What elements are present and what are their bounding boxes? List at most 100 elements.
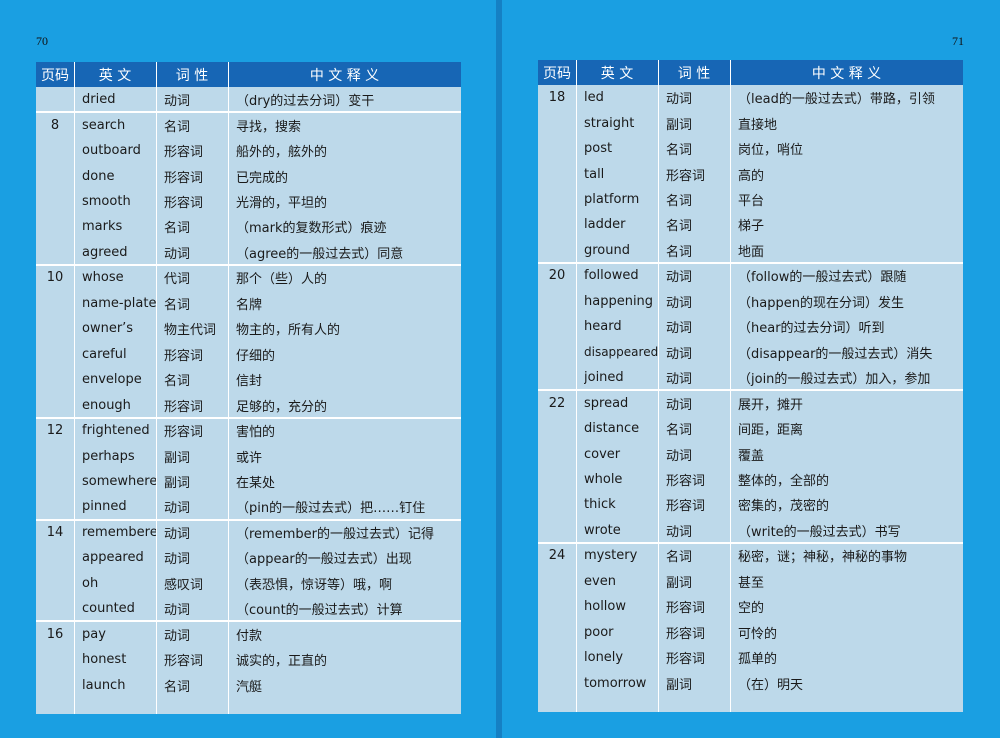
header-cell: 中 文 释 义 (730, 60, 963, 85)
chinese-meaning: 船外的，舷外的 (236, 145, 328, 161)
chinese-meaning: 平台 (738, 194, 765, 210)
chinese-meaning: 展开，摊开 (738, 397, 804, 413)
english-word: tall (584, 166, 605, 182)
part-of-speech: 动词 (666, 524, 693, 540)
part-of-speech: 副词 (666, 677, 693, 693)
part-of-speech: 动词 (164, 246, 191, 262)
column-line (74, 62, 75, 714)
english-word: careful (82, 346, 127, 362)
group-separator (538, 389, 963, 392)
chinese-meaning: 光滑的，平坦的 (236, 196, 328, 212)
header-cell: 英 文 (576, 60, 658, 85)
chinese-meaning: 付款 (236, 628, 263, 644)
part-of-speech: 形容词 (164, 196, 204, 212)
chinese-meaning: （pin的一般过去式）把……钉住 (236, 501, 426, 517)
chinese-meaning: （dry的过去分词）变干 (236, 94, 375, 110)
english-word: lonely (584, 650, 624, 666)
part-of-speech: 名词 (666, 194, 693, 210)
english-word: owner’s (82, 321, 134, 337)
english-word: post (584, 141, 613, 157)
part-of-speech: 动词 (666, 270, 693, 286)
part-of-speech: 感叹词 (164, 577, 204, 593)
chinese-meaning: 足够的，充分的 (236, 399, 328, 415)
group-separator (36, 264, 461, 267)
english-word: mystery (584, 548, 638, 564)
chinese-meaning: 整体的，全部的 (738, 473, 830, 489)
chinese-meaning: 孤单的 (738, 652, 778, 668)
english-word: outboard (82, 143, 141, 159)
page-ref: 20 (548, 268, 566, 284)
group-separator (36, 111, 461, 114)
part-of-speech: 形容词 (666, 601, 706, 617)
english-word: oh (82, 575, 99, 591)
english-word: disappeared (584, 345, 658, 360)
chinese-meaning: （happen的现在分词）发生 (738, 295, 904, 311)
part-of-speech: 动词 (666, 372, 693, 388)
page-number: 71 (952, 34, 964, 48)
english-word: spread (584, 395, 629, 411)
part-of-speech: 名词 (164, 221, 191, 237)
english-word: hollow (584, 599, 627, 615)
group-separator (538, 262, 963, 265)
english-word: launch (82, 677, 126, 693)
part-of-speech: 形容词 (164, 654, 204, 670)
part-of-speech: 物主代词 (164, 323, 217, 339)
chinese-meaning: 信封 (236, 374, 263, 390)
chinese-meaning: （mark的复数形式）痕迹 (236, 221, 387, 237)
english-word: happening (584, 293, 654, 309)
part-of-speech: 动词 (666, 321, 693, 337)
chinese-meaning: 地面 (738, 244, 765, 260)
english-word: dried (82, 92, 116, 108)
english-word: agreed (82, 244, 128, 260)
english-word: thick (584, 497, 616, 513)
part-of-speech: 副词 (666, 575, 693, 591)
english-word: even (584, 573, 616, 589)
part-of-speech: 名词 (666, 550, 693, 566)
part-of-speech: 形容词 (164, 425, 204, 441)
header-cell: 页码 (36, 62, 74, 87)
part-of-speech: 动词 (164, 94, 191, 110)
part-of-speech: 动词 (666, 346, 693, 362)
chinese-meaning: 梯子 (738, 219, 765, 235)
column-line (228, 62, 229, 714)
english-word: counted (82, 601, 135, 617)
english-word: whose (82, 270, 124, 286)
part-of-speech: 名词 (666, 219, 693, 235)
part-of-speech: 形容词 (666, 626, 706, 642)
english-word: pinned (82, 499, 127, 515)
part-of-speech: 名词 (164, 297, 191, 313)
english-word: straight (584, 115, 635, 131)
chinese-meaning: （join的一般过去式）加入，参加 (738, 372, 931, 388)
chinese-meaning: （follow的一般过去式）跟随 (738, 270, 907, 286)
part-of-speech: 形容词 (164, 145, 204, 161)
chinese-meaning: （lead的一般过去式）带路，引领 (738, 92, 935, 108)
chinese-meaning: （write的一般过去式）书写 (738, 524, 901, 540)
header-cell: 页码 (538, 60, 576, 85)
part-of-speech: 形容词 (666, 652, 706, 668)
part-of-speech: 动词 (164, 526, 191, 542)
chinese-meaning: 可怜的 (738, 626, 778, 642)
english-word: followed (584, 268, 639, 284)
chinese-meaning: 寻找，搜索 (236, 119, 302, 135)
english-word: perhaps (82, 448, 135, 464)
part-of-speech: 名词 (164, 679, 191, 695)
table-body (538, 60, 963, 712)
chinese-meaning: 密集的，茂密的 (738, 499, 830, 515)
chinese-meaning: 名牌 (236, 297, 263, 313)
english-word: wrote (584, 522, 621, 538)
column-line (156, 62, 157, 714)
part-of-speech: 形容词 (666, 168, 706, 184)
english-word: poor (584, 624, 614, 640)
chinese-meaning: 空的 (738, 601, 765, 617)
table-body (36, 62, 461, 714)
part-of-speech: 形容词 (666, 473, 706, 489)
chinese-meaning: （表恐惧，惊讶等）哦，啊 (236, 577, 393, 593)
chinese-meaning: （hear的过去分词）听到 (738, 321, 885, 337)
header-cell: 词 性 (156, 62, 228, 87)
page-ref: 14 (46, 524, 64, 540)
english-word: enough (82, 397, 131, 413)
english-word: envelope (82, 372, 142, 388)
chinese-meaning: 害怕的 (236, 425, 276, 441)
english-word: distance (584, 421, 640, 437)
page-ref: 16 (46, 626, 64, 642)
